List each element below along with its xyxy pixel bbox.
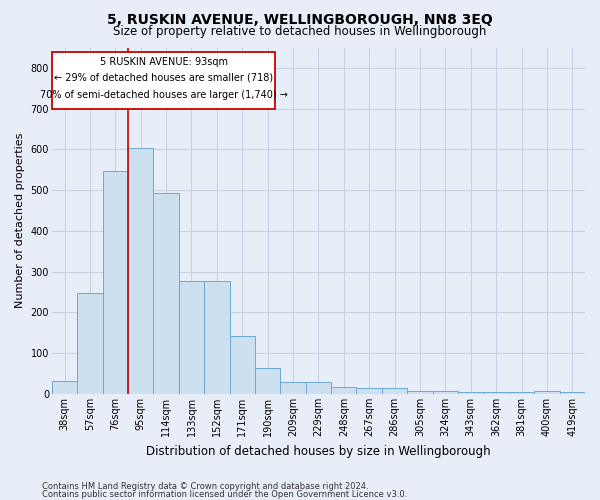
Text: 5 RUSKIN AVENUE: 93sqm: 5 RUSKIN AVENUE: 93sqm xyxy=(100,58,227,68)
Bar xyxy=(179,281,204,394)
Text: ← 29% of detached houses are smaller (718): ← 29% of detached houses are smaller (71… xyxy=(54,72,273,83)
Bar xyxy=(458,392,484,394)
Text: 5, RUSKIN AVENUE, WELLINGBOROUGH, NN8 3EQ: 5, RUSKIN AVENUE, WELLINGBOROUGH, NN8 3E… xyxy=(107,12,493,26)
Text: Contains public sector information licensed under the Open Government Licence v3: Contains public sector information licen… xyxy=(42,490,407,499)
Bar xyxy=(509,392,534,394)
Bar xyxy=(484,392,509,394)
Bar xyxy=(433,391,458,394)
Bar xyxy=(154,194,179,394)
Bar xyxy=(103,170,128,394)
Bar xyxy=(280,382,306,394)
Bar xyxy=(255,368,280,394)
Bar xyxy=(204,281,230,394)
Bar xyxy=(356,388,382,394)
Bar xyxy=(230,336,255,394)
Bar xyxy=(77,293,103,394)
Bar xyxy=(407,391,433,394)
Bar xyxy=(128,148,154,394)
X-axis label: Distribution of detached houses by size in Wellingborough: Distribution of detached houses by size … xyxy=(146,444,491,458)
Y-axis label: Number of detached properties: Number of detached properties xyxy=(15,133,25,308)
Bar xyxy=(331,386,356,394)
Text: Size of property relative to detached houses in Wellingborough: Size of property relative to detached ho… xyxy=(113,25,487,38)
Text: 70% of semi-detached houses are larger (1,740) →: 70% of semi-detached houses are larger (… xyxy=(40,90,287,100)
Bar xyxy=(560,392,585,394)
Bar xyxy=(306,382,331,394)
Text: Contains HM Land Registry data © Crown copyright and database right 2024.: Contains HM Land Registry data © Crown c… xyxy=(42,482,368,491)
Bar xyxy=(52,381,77,394)
Bar xyxy=(382,388,407,394)
Bar xyxy=(534,391,560,394)
Bar xyxy=(52,52,275,108)
